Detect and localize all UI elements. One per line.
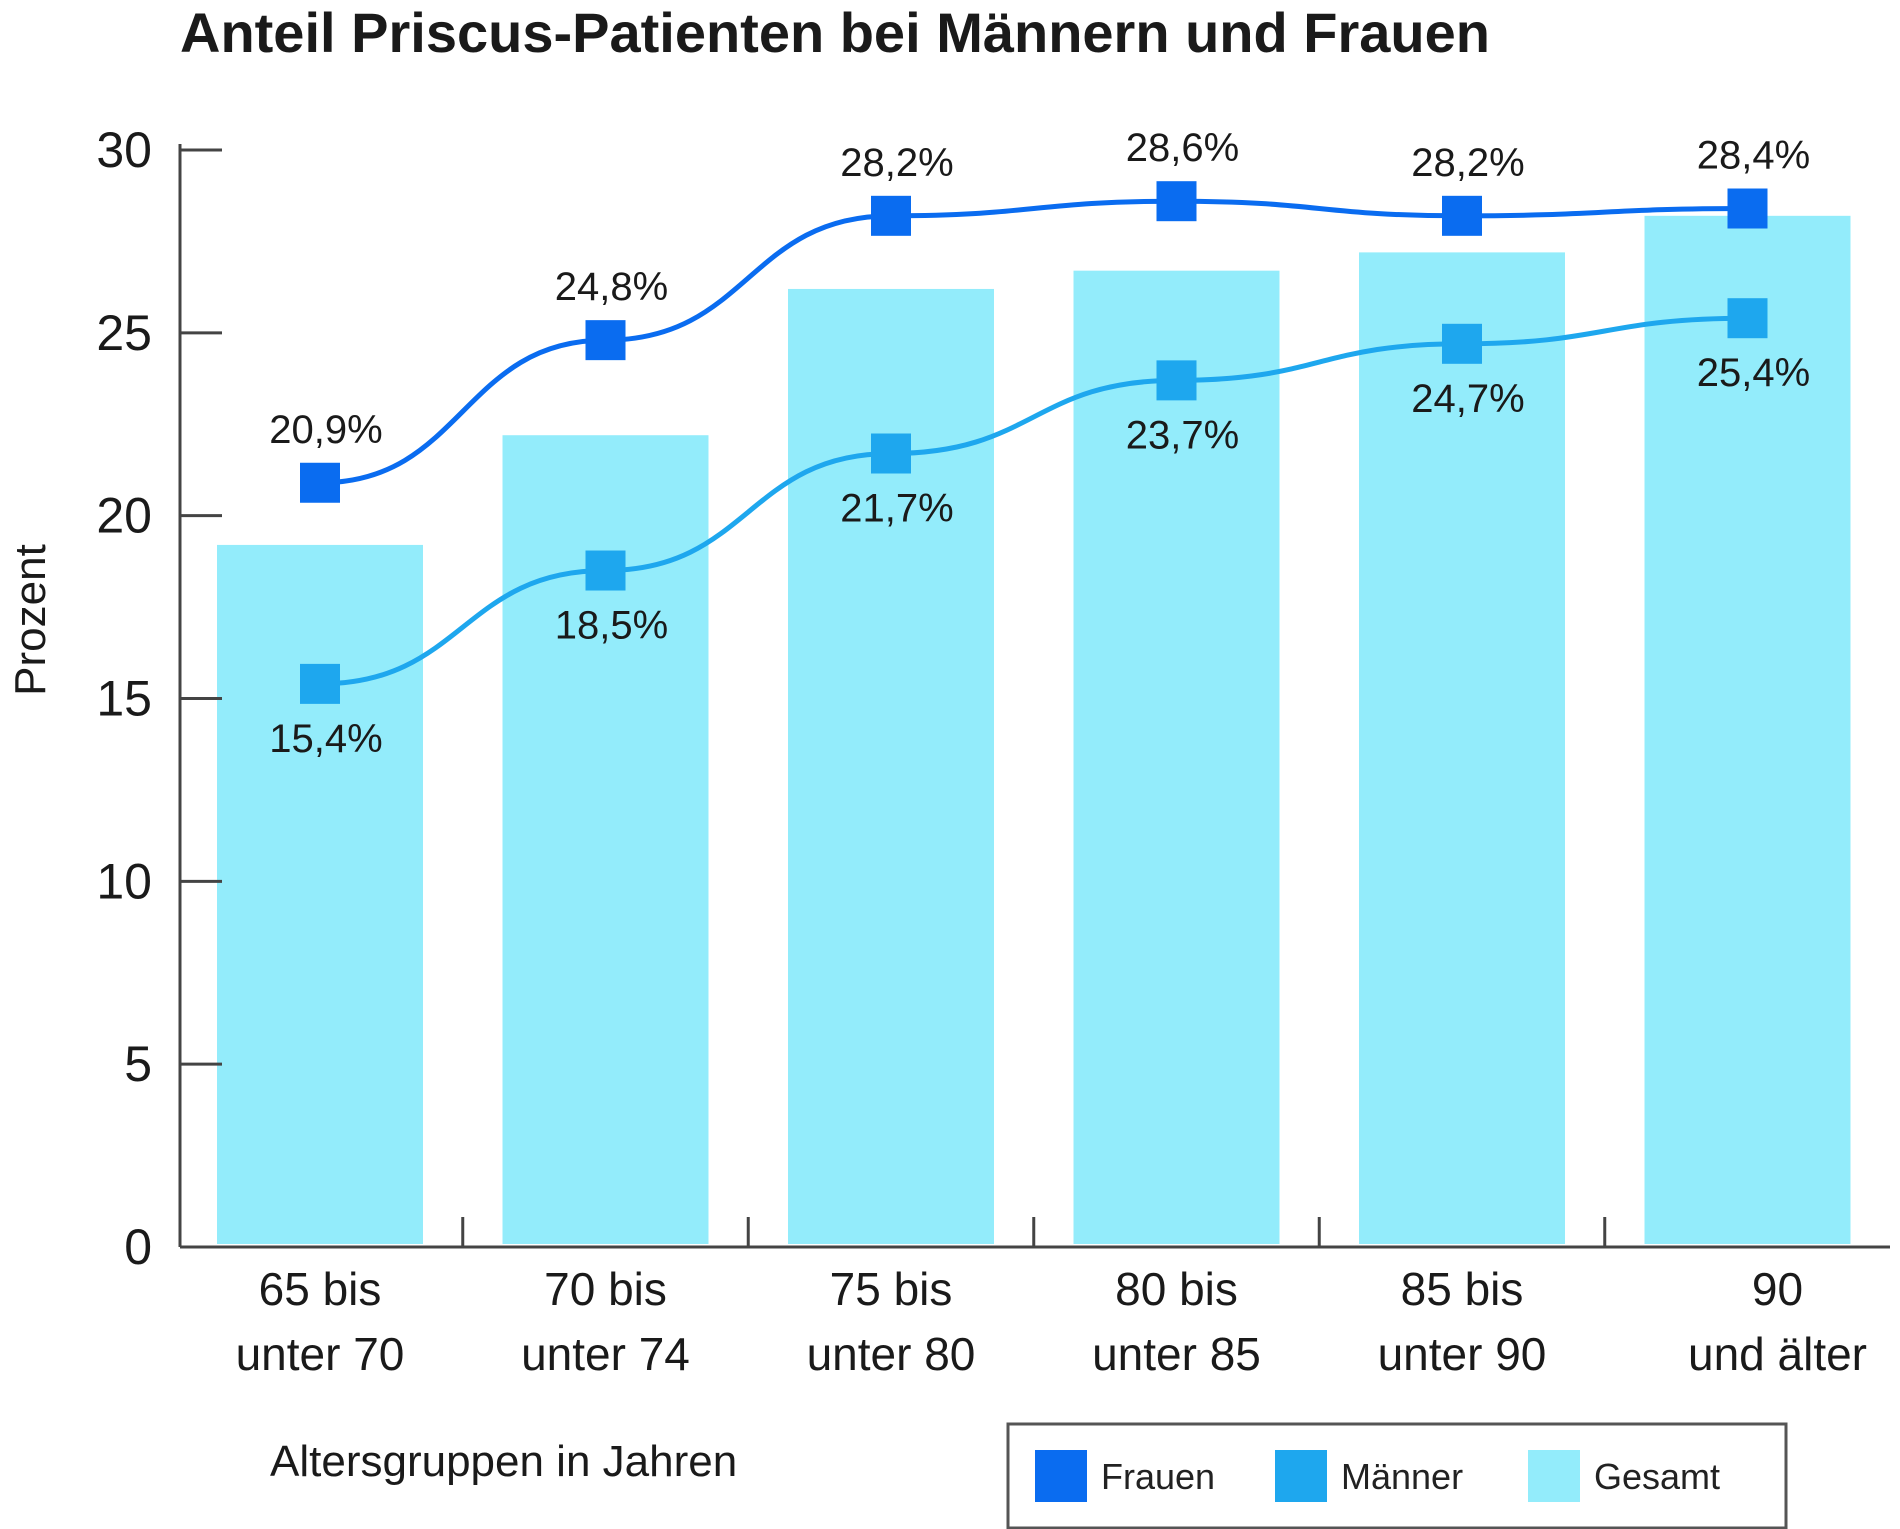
y-tick-label-30: 30	[96, 122, 152, 178]
data-label-frauen-4: 28,2%	[1411, 141, 1524, 185]
marker-frauen-2	[871, 195, 911, 236]
axes-group: 0 5 10 15 20 25 30 65 bis unter 70 70 bis unter 74…	[96, 122, 1890, 1380]
y-tick-label-25: 25	[96, 305, 152, 361]
legend-label-gesamt: Gesamt	[1594, 1456, 1720, 1497]
marker-frauen-3	[1156, 181, 1197, 222]
data-label-mnner-0: 15,4%	[269, 717, 382, 761]
marker-frauen-4	[1442, 195, 1482, 236]
bars-group	[217, 215, 1851, 1245]
y-tick-label-5: 5	[124, 1036, 152, 1092]
lines-group	[300, 181, 1768, 704]
data-label-mnner-3: 23,7%	[1126, 413, 1239, 457]
x-axis-title: Altersgruppen in Jahren	[270, 1437, 737, 1486]
y-tick-label-0: 0	[124, 1219, 152, 1275]
bar-gesamt-5	[1644, 215, 1851, 1244]
y-tick-label-20: 20	[96, 488, 152, 544]
marker-mnner-3	[1156, 360, 1197, 401]
marker-frauen-5	[1727, 188, 1768, 229]
marker-mnner-2	[871, 433, 911, 474]
x-category-label-3: 80 bis unter 85	[1092, 1263, 1261, 1380]
marker-frauen-0	[300, 462, 340, 503]
x-category-label-2: 75 bis unter 80	[807, 1263, 976, 1380]
bar-gesamt-0	[217, 544, 423, 1244]
marker-mnner-1	[585, 550, 626, 591]
line-frauen	[319, 198, 1748, 486]
legend-swatch-mnner	[1275, 1450, 1327, 1502]
y-tick-label-15: 15	[96, 671, 152, 727]
bar-gesamt-2	[788, 288, 994, 1244]
legend-swatch-frauen	[1035, 1450, 1087, 1502]
data-label-mnner-2: 21,7%	[840, 487, 953, 531]
chart-title: Anteil Priscus-Patienten bei Männern und…	[180, 1, 1490, 64]
legend-box	[1006, 1422, 1788, 1529]
data-label-mnner-1: 18,5%	[555, 604, 668, 648]
legend: Frauen Männer Gesamt	[1006, 1422, 1788, 1529]
x-category-label-4: 85 bis unter 90	[1378, 1263, 1547, 1380]
y-axis-title: Prozent	[6, 544, 55, 696]
data-label-frauen-0: 20,9%	[269, 408, 382, 452]
x-category-label-5: 90 und älter	[1688, 1263, 1867, 1380]
bar-gesamt-3	[1073, 270, 1280, 1244]
marker-frauen-1	[585, 320, 626, 361]
data-label-frauen-3: 28,6%	[1126, 126, 1239, 170]
x-category-label-0: 65 bis unter 70	[236, 1263, 405, 1380]
legend-swatch-gesamt	[1528, 1450, 1580, 1502]
labels-group: 20,9% 24,8% 28,2% 28,6% 28,2% 28,4% 15,4% 18,5%…	[269, 126, 1810, 761]
data-label-mnner-5: 25,4%	[1697, 351, 1810, 395]
marker-mnner-0	[300, 663, 340, 704]
x-category-label-1: 70 bis unter 74	[521, 1263, 690, 1380]
marker-mnner-5	[1727, 298, 1768, 339]
line-mnner	[319, 315, 1748, 687]
data-label-mnner-4: 24,7%	[1411, 377, 1524, 421]
legend-label-frauen: Frauen	[1101, 1456, 1215, 1497]
marker-mnner-4	[1442, 323, 1482, 364]
data-label-frauen-1: 24,8%	[555, 265, 668, 309]
legend-label-mnner: Männer	[1341, 1456, 1463, 1497]
data-label-frauen-2: 28,2%	[840, 141, 953, 185]
bar-gesamt-4	[1359, 252, 1565, 1245]
data-label-frauen-5: 28,4%	[1697, 134, 1810, 178]
y-tick-label-10: 10	[96, 853, 152, 909]
